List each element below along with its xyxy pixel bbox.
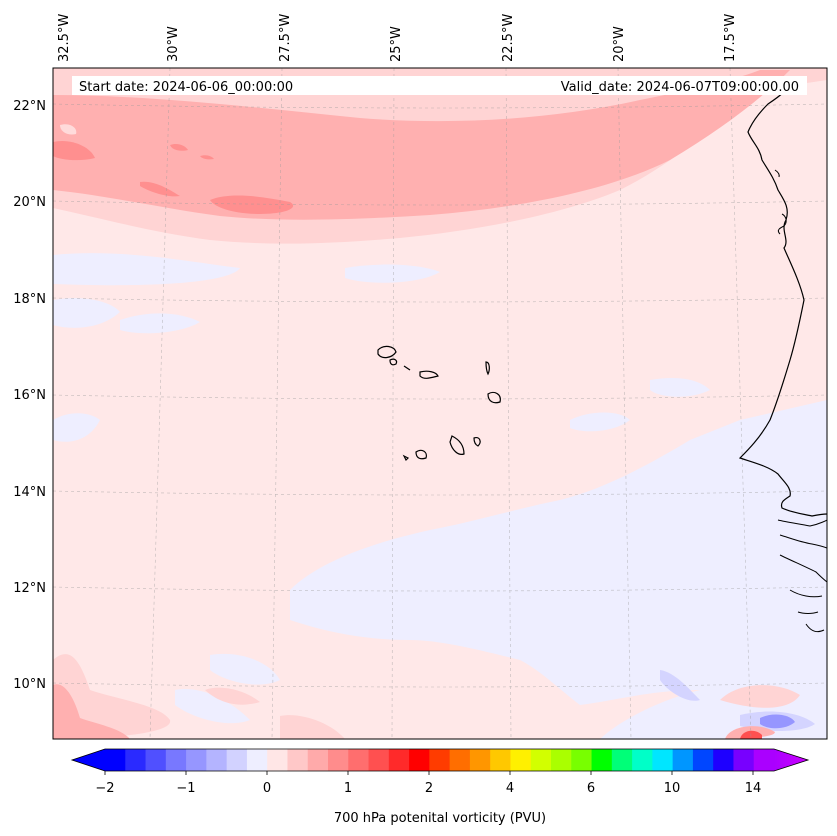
colorbar-tick-label: 1 (344, 781, 352, 796)
colorbar-cell (551, 749, 572, 771)
pv-bottomright-blue (760, 714, 795, 729)
colorbar-cell (267, 749, 288, 771)
colorbar-cell (125, 749, 147, 771)
colorbar-cell (692, 749, 714, 771)
pv-bottom-patch-2 (205, 687, 260, 705)
colorbar-ticks (104, 771, 754, 775)
latitude-labels: 22°N 20°N 18°N 16°N 14°N 12°N 10°N (13, 99, 46, 692)
colorbar-cell (733, 749, 755, 771)
coast-detail-3 (779, 554, 827, 633)
map-frame (52, 67, 828, 740)
colorbar-title: 700 hPa potenital vorticity (PVU) (334, 811, 546, 826)
coast-detail-2 (777, 519, 827, 549)
colorbar-cell (753, 749, 775, 771)
colorbar-tick-label: 0 (263, 781, 271, 796)
lat-label: 18°N (13, 292, 46, 307)
colorbar-cell (510, 749, 532, 771)
colorbar-cell (328, 749, 349, 771)
lat-label: 12°N (13, 581, 46, 596)
colorbar-cell (165, 749, 187, 771)
colorbar-tick-label: 6 (587, 781, 595, 796)
pv-topleft-light (60, 124, 77, 135)
lat-label: 22°N (13, 99, 46, 114)
pv-band-strong-1 (210, 195, 294, 214)
cape-verde-islands (377, 345, 501, 462)
colorbar-tick-label: 2 (425, 781, 433, 796)
lon-label: 20°W (612, 26, 627, 62)
lat-label: 10°N (13, 677, 46, 692)
colorbar-cell (449, 749, 471, 771)
valid-date-label: Valid_date: 2024-06-07T09:00:00.00 (561, 80, 799, 95)
colorbar-cell (206, 749, 228, 771)
graticule (53, 68, 827, 739)
coast-detail-1 (774, 169, 787, 235)
colorbar-over-arrow (774, 749, 808, 771)
pv-bottom-patch-3 (280, 715, 345, 739)
colorbar-cell (105, 749, 126, 771)
pv-bottomright-light (720, 685, 800, 708)
colorbar-cell (409, 749, 430, 771)
lon-label: 30°W (166, 26, 181, 62)
pv-band-strong-3 (140, 181, 180, 197)
longitude-labels: 32.5°W 30°W 27.5°W 25°W 22.5°W 20°W 17.5… (57, 14, 738, 62)
colorbar-cell (632, 749, 653, 771)
africa-coastline (738, 79, 827, 517)
lon-label: 25°W (389, 26, 404, 62)
pv-bottomleft-core (53, 684, 130, 739)
colorbar-cell (145, 749, 167, 771)
colorbar-cell (713, 749, 734, 771)
colorbar: −2 −1 0 1 2 4 6 10 14 700 hPa potenital … (70, 748, 810, 826)
colorbar-tick-label: 4 (506, 781, 514, 796)
lon-label: 32.5°W (57, 14, 72, 62)
pv-band-strong-2 (53, 140, 95, 161)
colorbar-cell (469, 749, 491, 771)
colorbar-cell (429, 749, 451, 771)
pv-band-strong-4 (170, 143, 214, 160)
negative-pv-patches (53, 253, 827, 739)
colorbar-cell (246, 749, 268, 771)
colorbar-cell (348, 749, 370, 771)
start-date-label: Start date: 2024-06-06_00:00:00 (79, 80, 293, 95)
map-area (53, 68, 827, 739)
lat-label: 14°N (13, 485, 46, 500)
colorbar-cell (672, 749, 694, 771)
colorbar-cell (307, 749, 329, 771)
colorbar-cell (388, 749, 410, 771)
colorbar-cell (490, 749, 511, 771)
colorbar-cells (105, 749, 775, 771)
pv-bottomleft-patch (53, 654, 171, 739)
lon-label: 27.5°W (278, 14, 293, 62)
colorbar-tick-label: 14 (745, 781, 762, 796)
lat-label: 16°N (13, 388, 46, 403)
colorbar-cell (611, 749, 633, 771)
colorbar-tick-label: −1 (176, 781, 195, 796)
lat-label: 20°N (13, 195, 46, 210)
lon-label: 22.5°W (501, 14, 516, 62)
colorbar-cell (226, 749, 248, 771)
colorbar-cell (530, 749, 552, 771)
date-banner (72, 76, 807, 95)
colorbar-cell (287, 749, 309, 771)
colorbar-cell (591, 749, 613, 771)
colorbar-cell (186, 749, 207, 771)
colorbar-cell (652, 749, 674, 771)
lon-label: 17.5°W (723, 14, 738, 62)
colorbar-tick-label: 10 (664, 781, 681, 796)
colorbar-tick-label: −2 (95, 781, 114, 796)
colorbar-cell (368, 749, 390, 771)
colorbar-under-arrow (72, 749, 105, 771)
colorbar-cell (571, 749, 593, 771)
